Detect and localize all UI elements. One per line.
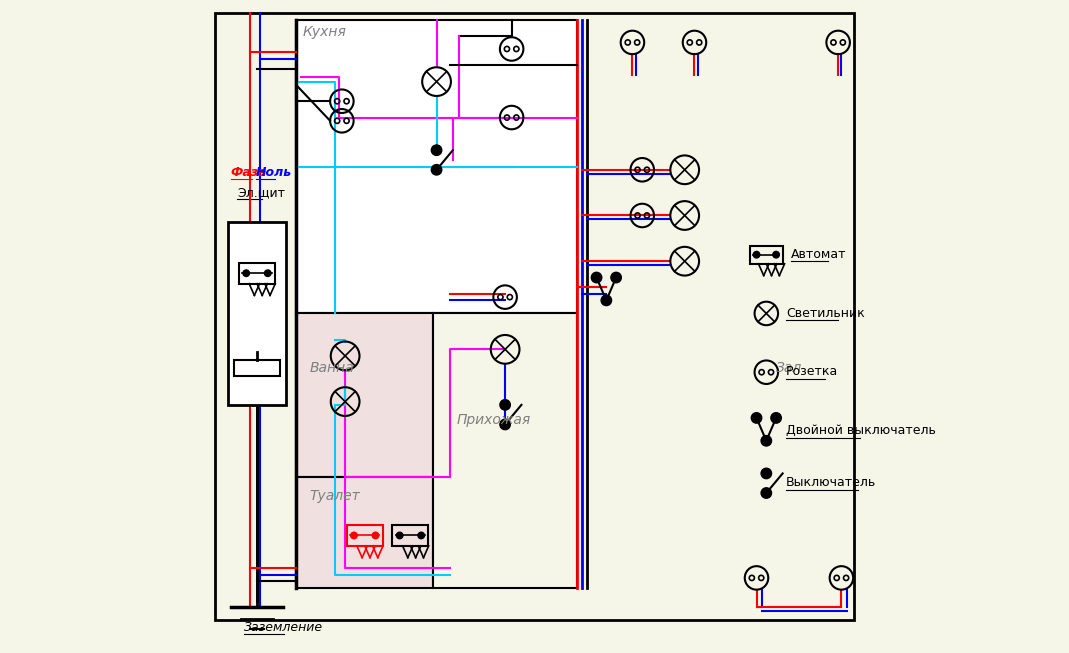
Bar (234, 360, 280, 376)
Circle shape (773, 251, 779, 258)
Text: Ноль: Ноль (255, 167, 292, 180)
Text: Туалет: Туалет (309, 488, 360, 503)
Circle shape (397, 532, 403, 539)
Text: Прихожая: Прихожая (456, 413, 530, 428)
Circle shape (754, 251, 760, 258)
Text: Двойной выключатель: Двойной выключатель (786, 424, 935, 438)
Bar (392, 525, 429, 546)
Circle shape (752, 413, 762, 423)
Circle shape (500, 419, 510, 430)
Circle shape (761, 488, 772, 498)
Circle shape (418, 532, 424, 539)
Bar (577, 20, 854, 588)
Circle shape (610, 272, 621, 283)
Text: Розетка: Розетка (786, 366, 838, 379)
Bar (296, 20, 577, 313)
Circle shape (351, 532, 357, 539)
Circle shape (771, 413, 781, 423)
Bar (296, 313, 433, 477)
Text: Автомат: Автомат (791, 248, 847, 261)
Bar (750, 246, 783, 264)
Circle shape (601, 295, 611, 306)
Circle shape (431, 145, 441, 155)
Text: Зал: Зал (776, 361, 803, 375)
Bar (346, 525, 383, 546)
Text: Кухня: Кухня (303, 25, 346, 39)
Text: Заземление: Заземление (244, 622, 323, 635)
Circle shape (500, 400, 510, 410)
Bar (239, 263, 275, 283)
Text: Фаза: Фаза (231, 167, 267, 180)
Circle shape (591, 272, 602, 283)
Bar (296, 477, 433, 588)
Text: Выключатель: Выключатель (786, 477, 877, 490)
Circle shape (243, 270, 249, 276)
Circle shape (372, 532, 378, 539)
Text: Ванна: Ванна (309, 361, 354, 375)
Circle shape (264, 270, 272, 276)
Circle shape (761, 468, 772, 479)
Circle shape (431, 165, 441, 175)
Circle shape (761, 436, 772, 446)
Text: Светильник: Светильник (786, 307, 865, 320)
Bar (433, 313, 577, 588)
Text: Эл.щит: Эл.щит (237, 186, 285, 199)
Bar (228, 222, 286, 405)
